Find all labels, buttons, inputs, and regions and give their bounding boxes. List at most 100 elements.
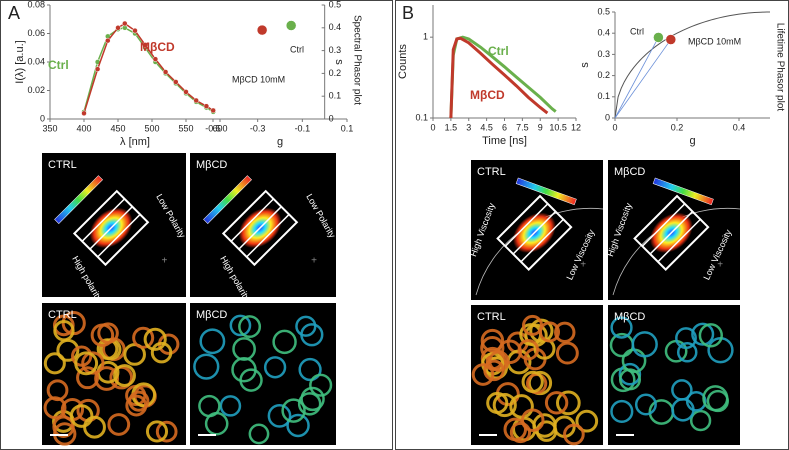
x-tick-label: 400 (76, 123, 91, 133)
cell-ring (71, 345, 93, 367)
y-axis-label: s (333, 59, 345, 65)
y-tick-label: 0.3 (329, 45, 342, 55)
x-tick-label: 12 (571, 122, 581, 132)
cell-ring (483, 359, 505, 382)
y-tick-label: 0.2 (597, 70, 610, 80)
cell-ring (698, 323, 723, 348)
cell-ring (281, 398, 306, 423)
cell-ring (239, 368, 263, 392)
series-label: MβCD (470, 88, 505, 102)
panel-label: B (402, 3, 414, 23)
x-tick-label: 0.1 (341, 123, 354, 133)
cell-ring (74, 351, 99, 376)
cell-ring (554, 321, 576, 344)
cell-ring (492, 393, 517, 418)
selection-line (641, 203, 686, 247)
cell-ring (219, 395, 242, 417)
cell-ring (90, 323, 115, 347)
cell-ring (53, 320, 75, 342)
selection-line (504, 203, 549, 247)
cell-ring (618, 368, 642, 391)
series-label: Ctrl (488, 44, 509, 58)
cell-ring (671, 398, 695, 422)
color-bar (54, 175, 103, 224)
cell-ring (702, 385, 729, 412)
cell-ring (575, 409, 599, 433)
cell-ring (520, 408, 545, 432)
series-label: Ctrl (630, 26, 644, 36)
point (142, 42, 148, 48)
cell-ring (286, 413, 310, 438)
point (256, 24, 268, 36)
cell-ring (297, 392, 322, 416)
x-tick-label: 3 (466, 122, 471, 132)
x-tick-label: 500 (144, 123, 159, 133)
x-axis-label: g (277, 136, 283, 148)
cell-ring (263, 356, 287, 379)
selection-line (97, 213, 141, 258)
y-axis-label: Counts (397, 44, 409, 79)
x-tick-label: 4.5 (480, 122, 493, 132)
series-label: Ctrl (290, 44, 304, 54)
cell-ring (76, 366, 100, 390)
chart-title: Spectral Phasor plot (351, 15, 362, 105)
plus: + (161, 256, 167, 267)
cell-ring (563, 423, 585, 446)
cell-ring (107, 413, 131, 436)
point (665, 34, 677, 45)
y-tick-label: 0.06 (27, 28, 45, 38)
image-label: MβCD (196, 309, 227, 321)
cell-ring (232, 337, 256, 361)
x-axis-label: Time [ns] (482, 135, 527, 147)
y-tick-label: 0.1 (597, 91, 610, 101)
x-tick-label: 9 (538, 122, 543, 132)
x-tick-label: -0.1 (295, 123, 311, 133)
cell-ring (532, 413, 557, 438)
selection-line (89, 206, 133, 250)
y-tick-label: 0.2 (329, 68, 342, 78)
cell-ring (81, 351, 105, 375)
point (183, 89, 189, 95)
cell-ring (193, 353, 220, 380)
x-tick-label: 0.2 (671, 122, 684, 132)
x-axis-label: λ [nm] (120, 136, 150, 148)
selection-line (512, 211, 557, 255)
cell-ring (83, 415, 106, 439)
y-tick-label: 0.4 (597, 28, 610, 38)
cell-ring (521, 370, 544, 393)
y-tick-label: 0.08 (27, 0, 45, 9)
cell-ring (198, 394, 221, 418)
selection-line (649, 211, 694, 255)
cell-ring (675, 327, 697, 350)
image-label: CTRL (477, 311, 506, 323)
cell-ring (555, 390, 581, 416)
selection-line (238, 206, 282, 250)
color-bar (203, 175, 252, 224)
point (162, 69, 169, 75)
x-tick-label: 0 (430, 122, 435, 132)
color-bar (652, 177, 714, 206)
x-axis-label: g (689, 135, 695, 147)
cell-ring (509, 421, 532, 444)
y-tick-label: 0.5 (597, 6, 610, 16)
point (81, 110, 87, 117)
point (173, 79, 179, 85)
cell-ring (689, 409, 712, 432)
cell-ring (298, 357, 322, 382)
point (115, 25, 121, 31)
point (653, 32, 664, 43)
x-tick-label: -0.3 (250, 123, 266, 133)
image-label: CTRL (48, 309, 77, 321)
cell-ring (46, 379, 69, 402)
point (193, 97, 199, 104)
y-tick-label: 0 (605, 112, 610, 122)
plus: + (717, 260, 723, 271)
selection-line (657, 218, 701, 263)
cell-ring (610, 399, 634, 424)
point (203, 103, 210, 109)
cell-ring (199, 328, 226, 355)
universal-circle (614, 11, 771, 119)
y-axis-label: s (579, 62, 591, 68)
cell-ring (295, 315, 317, 337)
